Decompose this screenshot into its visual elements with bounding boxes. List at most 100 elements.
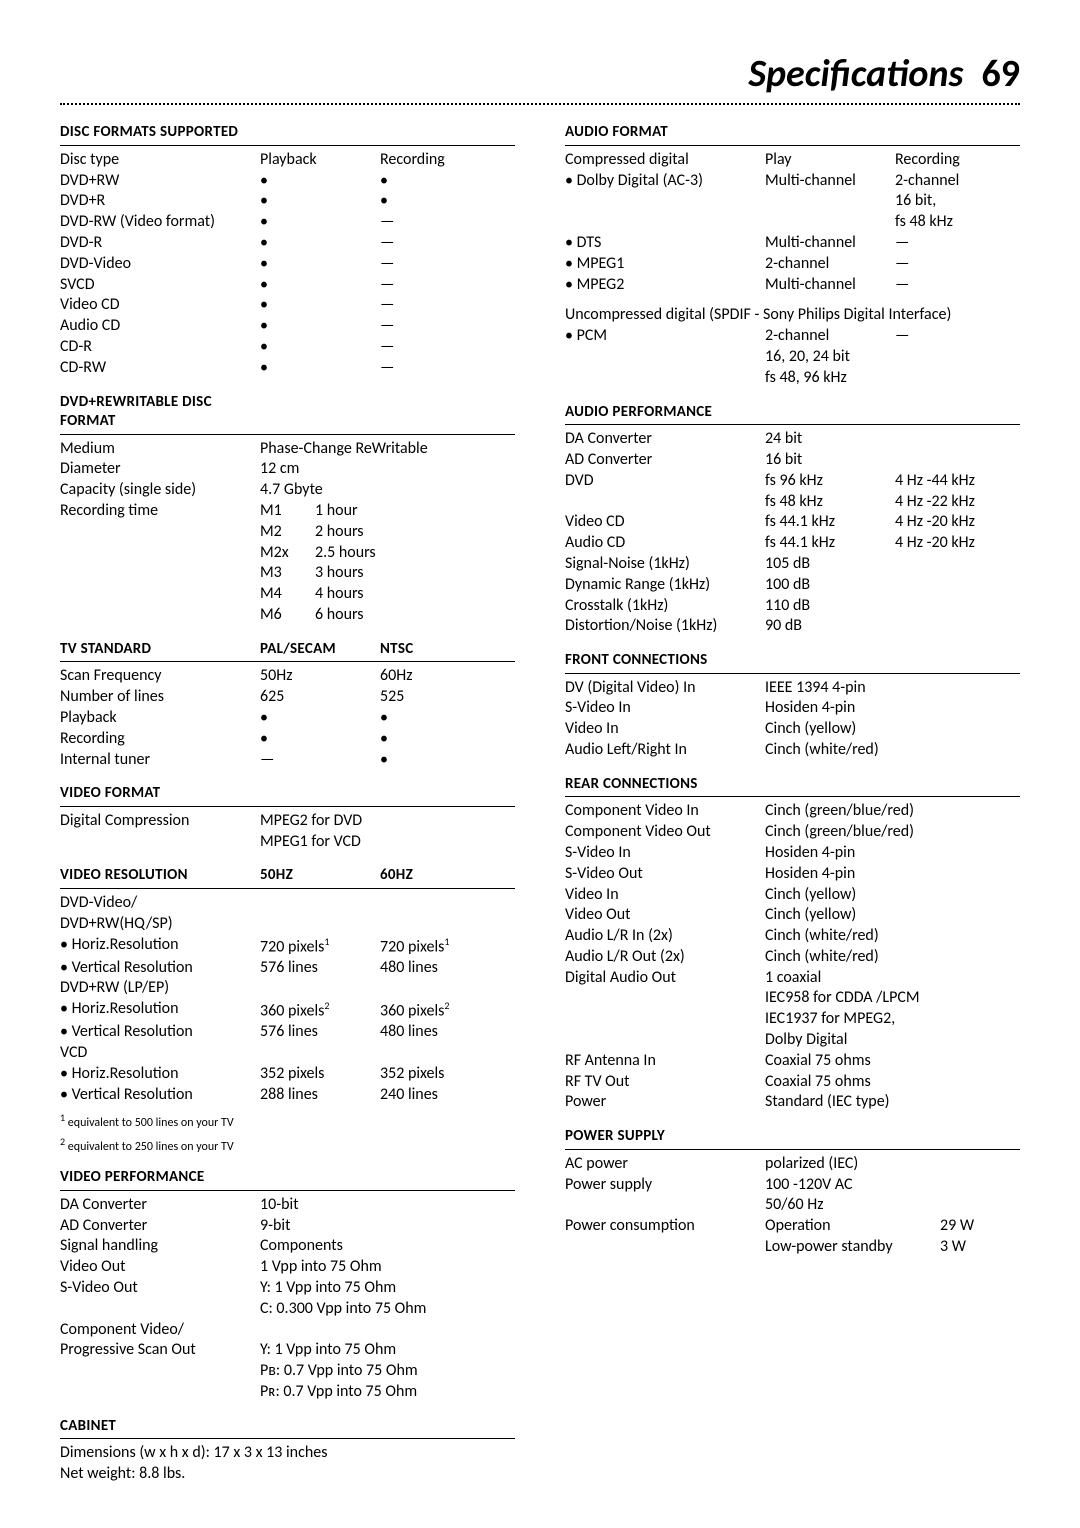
frontconn-head: FRONT CONNECTIONS <box>565 651 1020 674</box>
af-row-2: fs 48 kHz <box>565 212 1020 233</box>
footnote-1: 1 equivalent to 500 lines on your TV <box>60 1112 515 1130</box>
vr-g1l2: DVD+RW(HQ/SP) <box>60 914 515 935</box>
vperf-row-0: DA Converter10-bit <box>60 1195 515 1216</box>
rconn-row-11: Dolby Digital <box>565 1030 1020 1051</box>
fconn-row-3: Audio Left/Right InCinch (white/red) <box>565 740 1020 761</box>
tvstd-row-1: Number of lines625525 <box>60 687 515 708</box>
vr-g2l: DVD+RW (LP/EP) <box>60 978 515 999</box>
tvstd-row-4: Internal tuner—• <box>60 750 515 771</box>
disc-row-2: DVD-RW (Video format)•— <box>60 212 515 233</box>
dvdrw-head: DVD+REWRITABLE DISC FORMAT <box>60 393 515 435</box>
rconn-row-4: Video InCinch (yellow) <box>565 885 1020 906</box>
disc-row-6: Video CD•— <box>60 295 515 316</box>
left-column: DISC FORMATS SUPPORTED Disc type Playbac… <box>60 123 515 1484</box>
rearconn-head: REAR CONNECTIONS <box>565 775 1020 798</box>
footnote-2: 2 equivalent to 250 lines on your TV <box>60 1136 515 1154</box>
vperf-row-3: Video Out1 Vpp into 75 Ohm <box>60 1257 515 1278</box>
vr-g2v: • Vertical Resolution576 lines480 lines <box>60 1022 515 1043</box>
af-pcm-rows: • PCM2-channel—16, 20, 24 bitfs 48, 96 k… <box>565 326 1020 388</box>
af-row-5: • MPEG2Multi-channel— <box>565 275 1020 296</box>
power-row-2: 50/60 Hz <box>565 1195 1020 1216</box>
page-title: Specifications 69 <box>60 50 1020 99</box>
rconn-row-14: PowerStandard (IEC type) <box>565 1092 1020 1113</box>
af-pcm-1: 16, 20, 24 bit <box>565 347 1020 368</box>
vr-g1l: DVD-Video/ <box>60 893 515 914</box>
rconn-row-2: S-Video InHosiden 4-pin <box>565 843 1020 864</box>
vperf-row-8: Pʙ: 0.7 Vpp into 75 Ohm <box>60 1361 515 1382</box>
vperf-row-1: AD Converter9-bit <box>60 1216 515 1237</box>
videoperf-head: VIDEO PERFORMANCE <box>60 1168 515 1191</box>
power-row-3: Power consumptionOperation29 W <box>565 1216 1020 1237</box>
aperf-row-7: Dynamic Range (1kHz)100 dB <box>565 575 1020 596</box>
power-row-0: AC powerpolarized (IEC) <box>565 1154 1020 1175</box>
fconn-row-0: DV (Digital Video) InIEEE 1394 4-pin <box>565 678 1020 699</box>
title-rule <box>60 103 1020 105</box>
disc-row-3: DVD-R•— <box>60 233 515 254</box>
tvstd-row-3: Recording•• <box>60 729 515 750</box>
fconn-row-2: Video InCinch (yellow) <box>565 719 1020 740</box>
dvdrw-mode-0: Recording timeM11 hour <box>60 501 515 522</box>
aperf-row-4: Video CDfs 44.1 kHz4 Hz -20 kHz <box>565 512 1020 533</box>
vr-g1h: • Horiz.Resolution720 pixels1720 pixels1 <box>60 935 515 958</box>
aperf-row-0: DA Converter24 bit <box>565 429 1020 450</box>
rconn-row-1: Component Video OutCinch (green/blue/red… <box>565 822 1020 843</box>
fconn-rows: DV (Digital Video) InIEEE 1394 4-pinS-Vi… <box>565 678 1020 761</box>
vperf-row-9: Pʀ: 0.7 Vpp into 75 Ohm <box>60 1382 515 1403</box>
rconn-row-10: IEC1937 for MPEG2, <box>565 1009 1020 1030</box>
aperf-row-9: Distortion/Noise (1kHz)90 dB <box>565 616 1020 637</box>
rconn-row-12: RF Antenna InCoaxial 75 ohms <box>565 1051 1020 1072</box>
vr-g3l: VCD <box>60 1043 515 1064</box>
dvdrw-mode-5: M66 hours <box>60 605 515 626</box>
aperf-row-6: Signal-Noise (1kHz)105 dB <box>565 554 1020 575</box>
cabinet-head: CABINET <box>60 1417 515 1440</box>
dvdrw-mode-4: M44 hours <box>60 584 515 605</box>
rconn-row-9: IEC958 for CDDA /LPCM <box>565 988 1020 1009</box>
rconn-row-5: Video OutCinch (yellow) <box>565 905 1020 926</box>
power-rows: AC powerpolarized (IEC)Power supply100 -… <box>565 1154 1020 1258</box>
af-rows: • Dolby Digital (AC-3)Multi-channel2-cha… <box>565 171 1020 296</box>
disc-row-9: CD-RW•— <box>60 358 515 379</box>
disc-row-5: SVCD•— <box>60 275 515 296</box>
videoformat-head: VIDEO FORMAT <box>60 784 515 807</box>
rconn-row-0: Component Video InCinch (green/blue/red) <box>565 801 1020 822</box>
dvdrw-medium: MediumPhase-Change ReWritable <box>60 439 515 460</box>
dvdrw-capacity: Capacity (single side)4.7 Gbyte <box>60 480 515 501</box>
disc-rows: DVD+RW••DVD+R••DVD-RW (Video format)•—DV… <box>60 171 515 379</box>
af-pcm-0: • PCM2-channel— <box>565 326 1020 347</box>
aperf-row-2: DVDfs 96 kHz4 Hz -44 kHz <box>565 471 1020 492</box>
disc-row-4: DVD-Video•— <box>60 254 515 275</box>
vperf-row-4: S-Video OutY: 1 Vpp into 75 Ohm <box>60 1278 515 1299</box>
vf-dc2: MPEG1 for VCD <box>60 832 515 853</box>
power-row-4: Low-power standby3 W <box>565 1237 1020 1258</box>
dvdrw-mode-1: M22 hours <box>60 522 515 543</box>
audioformat-head: AUDIO FORMAT <box>565 123 1020 146</box>
tvstd-row-2: Playback•• <box>60 708 515 729</box>
power-row-1: Power supply100 -120V AC <box>565 1175 1020 1196</box>
vr-g3v: • Vertical Resolution288 lines240 lines <box>60 1085 515 1106</box>
vf-dc1: Digital CompressionMPEG2 for DVD <box>60 811 515 832</box>
audioperf-head: AUDIO PERFORMANCE <box>565 403 1020 426</box>
tvstd-head: TV STANDARD PAL/SECAM NTSC <box>60 640 515 663</box>
cabinet-weight: Net weight: 8.8 lbs. <box>60 1464 515 1485</box>
dvdrw-mode-2: M2x2.5 hours <box>60 543 515 564</box>
vr-g2h: • Horiz.Resolution360 pixels2360 pixels2 <box>60 999 515 1022</box>
af-subhead: Compressed digital Play Recording <box>565 150 1020 171</box>
vr-g1v: • Vertical Resolution576 lines480 lines <box>60 958 515 979</box>
title-text: Specifications <box>748 51 963 97</box>
aperf-row-1: AD Converter16 bit <box>565 450 1020 471</box>
af-row-1: 16 bit, <box>565 191 1020 212</box>
rconn-row-13: RF TV OutCoaxial 75 ohms <box>565 1072 1020 1093</box>
rconn-row-8: Digital Audio Out1 coaxial <box>565 968 1020 989</box>
dvdrw-modes: Recording timeM11 hourM22 hoursM2x2.5 ho… <box>60 501 515 626</box>
aperf-row-3: fs 48 kHz4 Hz -22 kHz <box>565 492 1020 513</box>
disc-row-7: Audio CD•— <box>60 316 515 337</box>
aperf-row-5: Audio CDfs 44.1 kHz4 Hz -20 kHz <box>565 533 1020 554</box>
disc-row-0: DVD+RW•• <box>60 171 515 192</box>
af-pcm-2: fs 48, 96 kHz <box>565 368 1020 389</box>
tvstd-rows: Scan Frequency50Hz60HzNumber of lines625… <box>60 666 515 770</box>
vperf-row-2: Signal handlingComponents <box>60 1236 515 1257</box>
vperf-row-6: Component Video/ <box>60 1320 515 1341</box>
vperf-row-5: C: 0.300 Vpp into 75 Ohm <box>60 1299 515 1320</box>
page-number: 69 <box>981 51 1020 97</box>
rconn-row-7: Audio L/R Out (2x)Cinch (white/red) <box>565 947 1020 968</box>
